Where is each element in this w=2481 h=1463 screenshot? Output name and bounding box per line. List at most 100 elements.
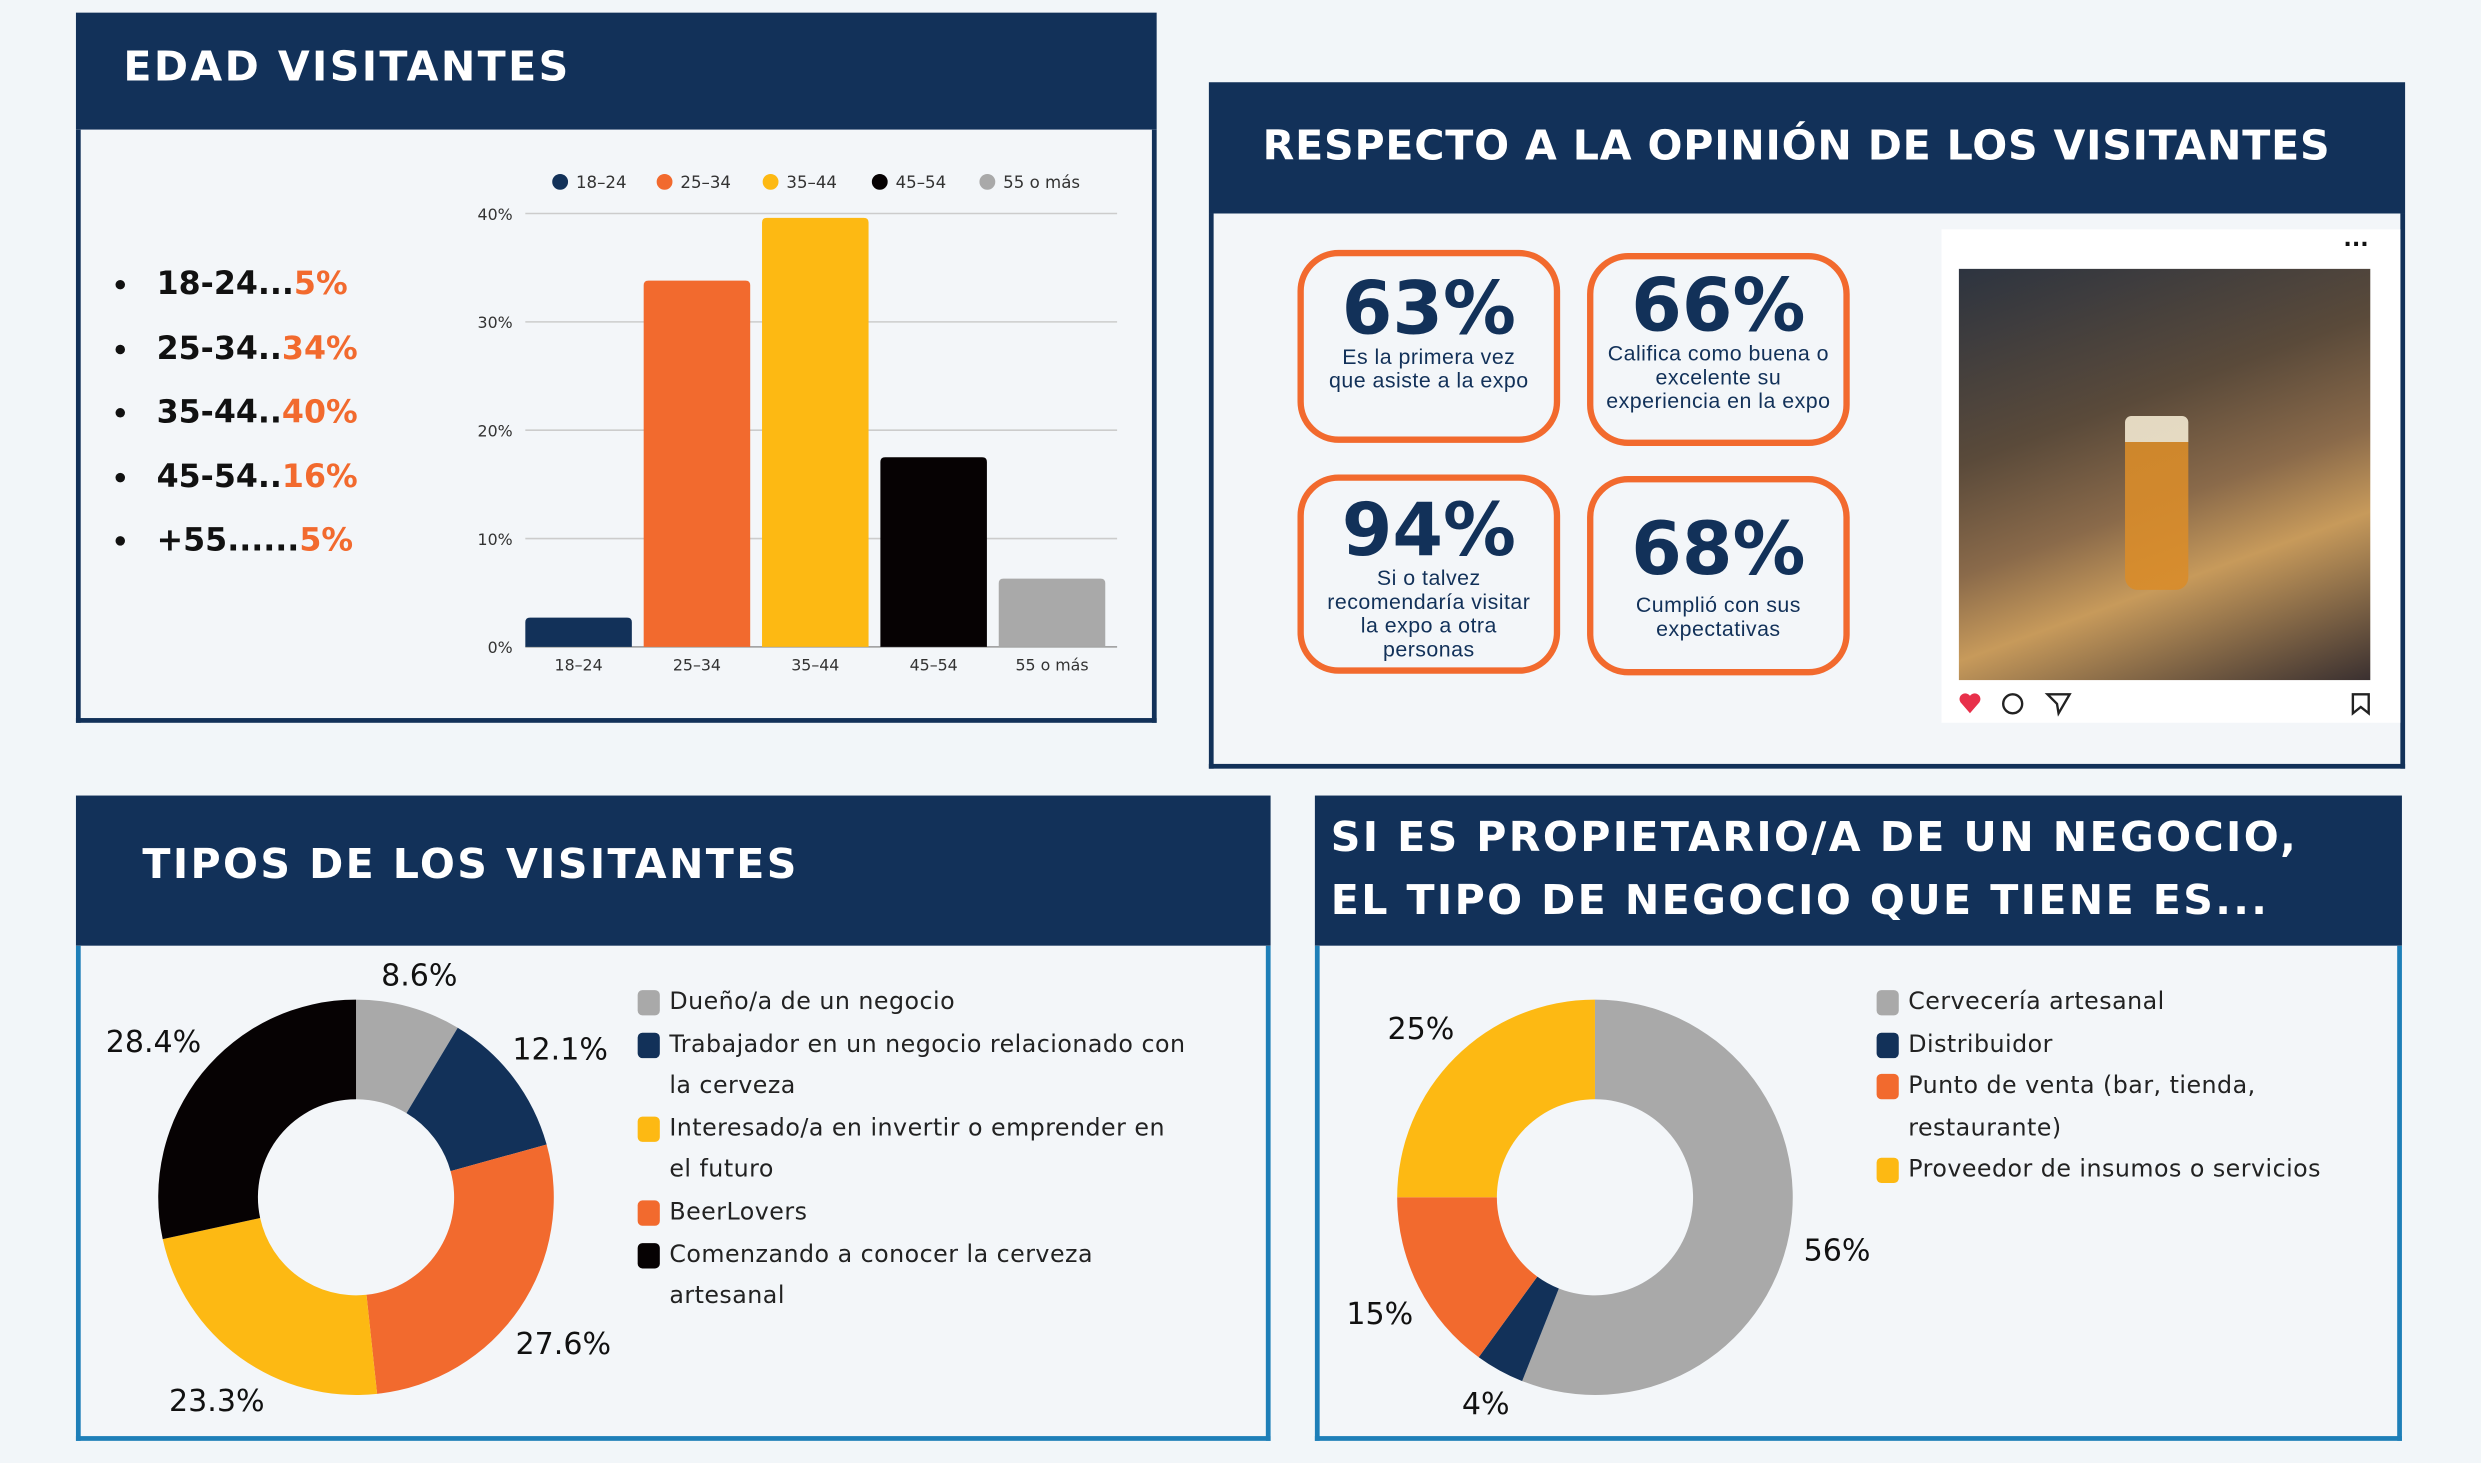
comment-icon[interactable]: [2002, 693, 2024, 715]
legend-label: artesanal: [669, 1281, 785, 1310]
legend-swatch: [637, 1116, 660, 1142]
stat-text: Cumplió con sus expectativas: [1635, 593, 1801, 641]
legend-label: Comenzando a conocer la cerveza: [669, 1239, 1093, 1268]
y-tick-label: 0%: [488, 638, 513, 657]
x-tick-label: 35–44: [791, 656, 839, 675]
slice-value-label: 23.3%: [169, 1383, 265, 1419]
social-post: ···: [1941, 229, 2401, 723]
legend-item: Dueño/a de un negocio: [637, 981, 1186, 1023]
business-panel-header: SI ES PROPIETARIO/A DE UN NEGOCIO, EL TI…: [1314, 795, 2402, 946]
stat-card: 68% Cumplió con sus expectativas: [1587, 476, 1850, 676]
slice-value-label: 27.6%: [515, 1326, 612, 1362]
age-pct: 5%: [293, 264, 348, 303]
post-photo[interactable]: [1958, 268, 2371, 681]
legend-item: Proveedor de insumos o servicios: [1876, 1149, 2322, 1191]
types-panel-title: TIPOS DE LOS VISITANTES: [142, 841, 799, 889]
y-tick-label: 30%: [478, 313, 513, 332]
legend-label: 18–24: [576, 173, 627, 192]
age-pct: 16%: [281, 456, 358, 495]
stat-value: 66%: [1631, 262, 1806, 348]
legend-label: Distribuidor: [1908, 1028, 2053, 1058]
legend-item: Cervecería artesanal: [1876, 981, 2321, 1023]
legend-swatch: [762, 173, 779, 190]
heart-icon[interactable]: [1959, 693, 1981, 714]
legend-label: Cervecería artesanal: [1908, 986, 2165, 1016]
age-range: 45-54..: [156, 456, 282, 495]
business-legend: Cervecería artesanal Distribuidor Punto de…: [1876, 981, 2322, 1191]
share-icon[interactable]: [2044, 693, 2072, 717]
age-panel-title: EDAD VISITANTES: [123, 44, 571, 92]
legend-label: 55 o más: [1003, 173, 1080, 192]
x-tick-label: 45–54: [910, 656, 958, 675]
opinion-panel-header: RESPECTO A LA OPINIÓN DE LOS VISITANTES: [1208, 82, 2406, 214]
legend-label: la cerveza: [669, 1071, 796, 1100]
business-panel-title-line1: SI ES PROPIETARIO/A DE UN NEGOCIO,: [1330, 814, 2299, 862]
bar: [998, 578, 1106, 647]
legend-swatch: [871, 173, 888, 190]
slice-value-label: 25%: [1387, 1012, 1455, 1048]
opinion-panel-title: RESPECTO A LA OPINIÓN DE LOS VISITANTES: [1262, 123, 2331, 171]
age-range: 25-34..: [156, 328, 282, 367]
age-list-item: 35-44..40%: [115, 392, 358, 456]
bar: [643, 280, 751, 647]
legend-swatch: [1876, 1032, 1899, 1058]
legend-label: 35–44: [786, 173, 837, 192]
age-pct: 40%: [281, 392, 358, 431]
age-range: 35-44..: [156, 392, 282, 431]
slice-value-label: 15%: [1346, 1296, 1414, 1332]
y-tick-label: 20%: [478, 422, 513, 441]
age-list-item: 25-34..34%: [115, 328, 358, 392]
age-pct: 5%: [299, 520, 354, 559]
x-tick-label: 18–24: [555, 656, 603, 675]
bookmark-icon[interactable]: [2351, 693, 2370, 716]
legend-label: Interesado/a en invertir o emprender en: [669, 1113, 1165, 1142]
legend-swatch: [656, 173, 673, 190]
legend-swatch: [637, 1200, 660, 1226]
stat-value: 63%: [1341, 265, 1516, 352]
legend-item: la cerveza: [638, 1065, 1186, 1107]
types-legend: Dueño/a de un negocio Trabajador en un ne…: [637, 981, 1186, 1317]
stat-text: Si o talvez recomendaría visitar la expo…: [1327, 566, 1531, 662]
slice-value-label: 56%: [1803, 1233, 1871, 1269]
stat-card: 63% Es la primera vez que asiste a la exp…: [1297, 249, 1561, 443]
age-range: +55......: [156, 520, 300, 559]
legend-label: restaurante): [1908, 1113, 2062, 1142]
legend-label: Trabajador en un negocio relacionado con: [669, 1028, 1186, 1058]
slice-value-label: 8.6%: [381, 958, 458, 994]
beer-glass: [2125, 415, 2189, 590]
age-pct: 34%: [281, 328, 358, 367]
legend-swatch: [552, 173, 569, 190]
legend-label: BeerLovers: [669, 1197, 808, 1226]
more-dots-icon[interactable]: ···: [2343, 232, 2369, 258]
age-list: 18-24...5% 25-34..34% 35-44..40% 45-54..…: [115, 264, 358, 584]
y-tick-label: 10%: [478, 530, 513, 549]
legend-label: Proveedor de insumos o servicios: [1908, 1155, 2322, 1184]
legend-label: 45–54: [896, 173, 947, 192]
legend-swatch: [637, 1032, 660, 1058]
slice-value-label: 4%: [1461, 1387, 1510, 1422]
legend-swatch: [1876, 1074, 1899, 1100]
stat-text: Califica como buena o excelente su exper…: [1606, 341, 1831, 413]
stat-text: Es la primera vez que asiste a la expo: [1329, 344, 1529, 393]
slice-value-label: 12.1%: [512, 1032, 608, 1068]
x-tick-label: 25–34: [673, 656, 721, 675]
legend-item: Punto de venta (bar, tienda,: [1876, 1065, 2321, 1107]
legend-label: Punto de venta (bar, tienda,: [1908, 1071, 2256, 1100]
legend-swatch: [979, 173, 996, 190]
age-range: 18-24...: [156, 264, 294, 303]
legend-swatch: [637, 990, 660, 1016]
bar: [525, 617, 632, 647]
legend-item: restaurante): [1877, 1107, 2321, 1149]
legend-item: Distribuidor: [1876, 1023, 2321, 1065]
stat-card: 66% Califica como buena o excelente su ex…: [1587, 253, 1850, 447]
age-panel-header: EDAD VISITANTES: [75, 12, 1157, 130]
age-list-item: 45-54..16%: [115, 456, 358, 520]
bar: [762, 217, 869, 647]
legend-item: Comenzando a conocer la cerveza: [637, 1233, 1186, 1275]
stat-value: 94%: [1341, 487, 1516, 573]
legend-item: Trabajador en un negocio relacionado con: [637, 1023, 1186, 1065]
stat-card: 94% Si o talvez recomendaría visitar la e…: [1297, 474, 1561, 674]
legend-item: BeerLovers: [637, 1191, 1186, 1233]
legend-label: Dueño/a de un negocio: [669, 986, 956, 1016]
